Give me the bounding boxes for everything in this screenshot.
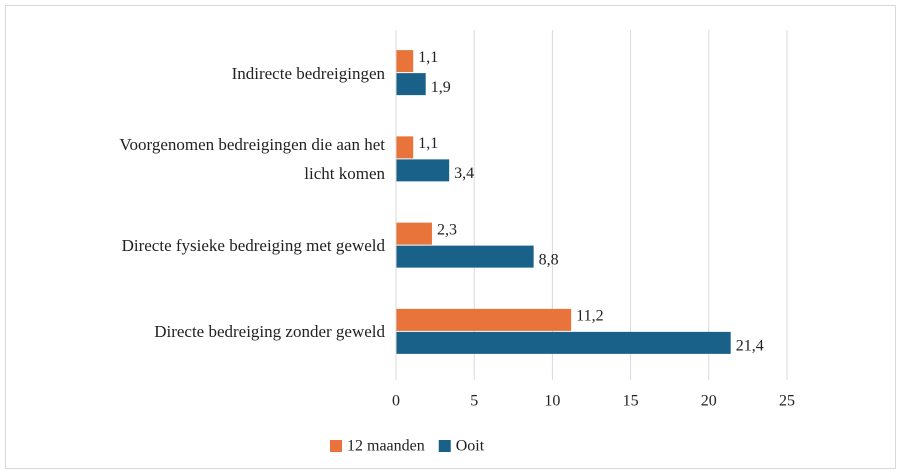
legend-label: 12 maanden [347,438,425,455]
category-label: Indirecte bedreigingen [0,41,385,105]
data-label: 2,3 [437,221,457,238]
data-label: 8,8 [539,251,559,268]
category-label-text: Directe fysieke bedreiging met geweld [121,236,385,256]
x-tick-label: 10 [544,393,560,410]
x-tick-label: 15 [623,393,639,410]
bar [396,50,414,73]
legend-swatch [438,440,451,452]
category-label-text: Directe bedreiging zonder geweld [154,322,385,342]
bar [396,222,432,245]
x-tick-label: 25 [779,393,795,410]
category-label-box: Directe fysieke bedreiging met geweld [0,214,385,278]
category-label: Directe bedreiging zonder geweld [0,300,385,364]
bar [396,331,731,354]
category-label: Directe fysieke bedreiging met geweld [0,214,385,278]
bar [396,73,426,96]
category-label-text: Indirecte bedreigingen [231,63,385,83]
legend-swatch [330,440,342,452]
category-label-text: Voorgenomen bedreigingen die aan het lic… [119,135,385,184]
bar [396,245,534,268]
x-tick-label: 5 [470,393,478,410]
data-label: 3,4 [454,165,474,182]
x-tick-label: 20 [701,393,717,410]
data-label: 11,2 [576,308,603,325]
x-tick-label: 0 [392,393,400,410]
category-label-box: Indirecte bedreigingen [0,41,385,105]
chart-frame [5,5,896,469]
bar [396,308,572,331]
data-label: 1,9 [431,79,451,96]
data-label: 1,1 [418,135,438,152]
category-label-box: Voorgenomen bedreigingen die aan het lic… [0,127,385,191]
bar [396,159,450,182]
category-label-box: Directe bedreiging zonder geweld [0,300,385,364]
bar [396,136,414,159]
category-label: Voorgenomen bedreigingen die aan het lic… [0,127,385,191]
data-label: 1,1 [418,49,438,66]
data-label: 21,4 [736,338,764,355]
legend-label: Ooit [456,438,485,455]
